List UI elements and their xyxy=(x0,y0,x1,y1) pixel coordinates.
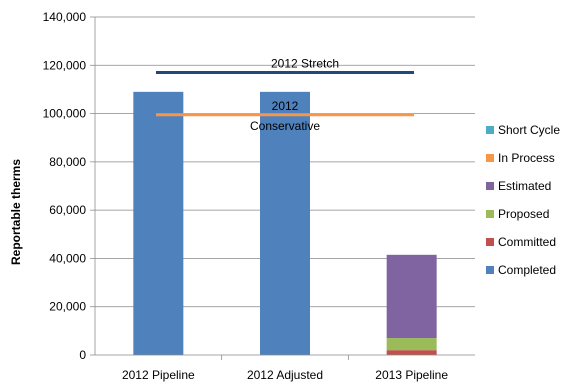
legend-label: Short Cycle xyxy=(498,123,561,137)
legend-label: Estimated xyxy=(498,179,552,193)
y-tick-label: 120,000 xyxy=(43,58,87,72)
y-tick-label: 140,000 xyxy=(43,10,87,24)
legend-label: In Process xyxy=(498,151,555,165)
legend-swatch xyxy=(486,238,494,246)
bar-proposed xyxy=(386,338,437,351)
y-tick-label: 20,000 xyxy=(49,300,86,314)
bar-estimated xyxy=(386,254,437,339)
legend-swatch xyxy=(486,210,494,218)
legend-item-short-cycle: Short Cycle xyxy=(486,116,560,144)
x-tick-label: 2012 Pipeline xyxy=(122,368,195,382)
legend-item-estimated: Estimated xyxy=(486,172,560,200)
legend-swatch xyxy=(486,154,494,162)
legend: Short Cycle In Process Estimated Proposed Co… xyxy=(486,116,560,284)
bar-completed xyxy=(260,91,310,355)
legend-item-committed: Committed xyxy=(486,228,560,256)
legend-swatch xyxy=(486,182,494,190)
legend-swatch xyxy=(486,266,494,274)
x-tick-label: 2013 Pipeline xyxy=(375,368,448,382)
y-tick-label: 80,000 xyxy=(49,155,86,169)
stretch-label: 2012 Stretch xyxy=(271,57,339,71)
conservative-label-line2: Conservative xyxy=(250,119,320,133)
reference-lines: 2012 Stretch 2012 Conservative xyxy=(156,57,414,133)
y-tick-label: 100,000 xyxy=(43,107,87,121)
bar-committed xyxy=(386,350,437,355)
y-tick-label: 60,000 xyxy=(49,203,86,217)
legend-label: Committed xyxy=(498,235,557,249)
legend-label: Completed xyxy=(498,263,557,277)
y-tick-label: 0 xyxy=(79,348,86,362)
bars xyxy=(133,91,437,355)
legend-item-in-process: In Process xyxy=(486,144,560,172)
y-axis-label: Reportable therms xyxy=(9,159,23,265)
legend-item-completed: Completed xyxy=(486,256,560,284)
legend-swatch xyxy=(486,126,494,134)
legend-label: Proposed xyxy=(498,207,550,221)
legend-item-proposed: Proposed xyxy=(486,200,560,228)
bar-completed xyxy=(133,91,184,355)
axes: 0 20,000 40,000 60,000 80,000 100,000 120,000 1… xyxy=(43,10,475,382)
conservative-label-line1: 2012 xyxy=(272,99,299,113)
x-tick-label: 2012 Adjusted xyxy=(247,368,323,382)
y-tick-label: 40,000 xyxy=(49,251,86,265)
